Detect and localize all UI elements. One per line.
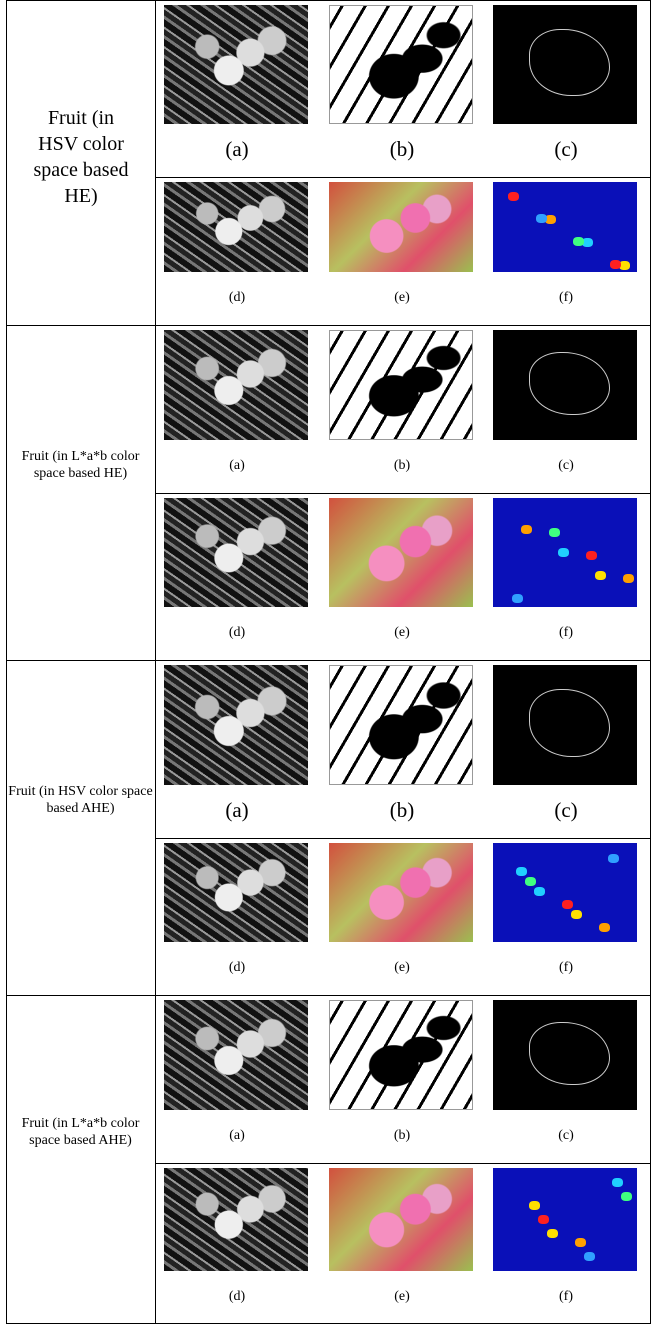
image (164, 5, 308, 124)
segment (525, 877, 536, 886)
caption: (f) (484, 625, 648, 641)
caption: (a) (155, 137, 319, 162)
caption: (d) (155, 290, 319, 306)
segment (516, 867, 527, 876)
row-border (6, 660, 651, 661)
segment (595, 571, 606, 580)
caption: (f) (484, 290, 648, 306)
caption: (a) (155, 1128, 319, 1144)
segment (608, 854, 619, 863)
caption: (c) (484, 1128, 648, 1144)
caption: (e) (320, 960, 484, 976)
image (164, 1168, 308, 1271)
caption: (c) (484, 458, 648, 474)
table-border (650, 0, 651, 1324)
image (164, 182, 308, 272)
image (329, 330, 473, 440)
segment (584, 1252, 595, 1261)
row-label: Fruit (in HSV color space based HE) (26, 105, 136, 209)
row-border (155, 1163, 651, 1164)
caption: (b) (320, 137, 484, 162)
row-border (6, 0, 651, 1)
segment (571, 910, 582, 919)
segment (536, 214, 547, 223)
caption: (f) (484, 960, 648, 976)
image (493, 330, 637, 440)
row-border (155, 493, 651, 494)
segment (562, 900, 573, 909)
image (164, 498, 308, 607)
caption: (e) (320, 290, 484, 306)
segment (610, 260, 621, 269)
image (493, 843, 637, 942)
image (493, 1000, 637, 1110)
image (329, 182, 473, 272)
image (493, 182, 637, 272)
segment (547, 1229, 558, 1238)
caption: (e) (320, 625, 484, 641)
caption: (b) (320, 798, 484, 823)
image (164, 665, 308, 785)
caption: (c) (484, 798, 648, 823)
segment (508, 192, 519, 201)
image (493, 5, 637, 124)
caption: (c) (484, 137, 648, 162)
row-label: Fruit (in L*a*b color space based HE) (8, 448, 153, 482)
caption: (d) (155, 625, 319, 641)
caption: (b) (320, 458, 484, 474)
segment (575, 1238, 586, 1247)
image (164, 1000, 308, 1110)
segment (529, 1201, 540, 1210)
image (329, 1168, 473, 1271)
image (164, 843, 308, 942)
row-border (6, 325, 651, 326)
segment (573, 237, 584, 246)
table-border (155, 0, 156, 1324)
segment (621, 1192, 632, 1201)
image (329, 498, 473, 607)
caption: (a) (155, 798, 319, 823)
caption: (f) (484, 1289, 648, 1305)
segment (558, 548, 569, 557)
caption: (e) (320, 1289, 484, 1305)
segment (538, 1215, 549, 1224)
image (164, 330, 308, 440)
caption: (a) (155, 458, 319, 474)
segment (534, 887, 545, 896)
image (493, 1168, 637, 1271)
image (329, 1000, 473, 1110)
image (329, 5, 473, 124)
image (493, 665, 637, 785)
caption: (d) (155, 960, 319, 976)
table-border (6, 0, 7, 1324)
image (493, 498, 637, 607)
segment (623, 574, 634, 583)
segment (512, 594, 523, 603)
row-label: Fruit (in L*a*b color space based AHE) (8, 1115, 153, 1149)
segment (549, 528, 560, 537)
figure-table: Fruit (in HSV color space based HE)(a)(b… (0, 0, 652, 1324)
row-border (155, 177, 651, 178)
segment (612, 1178, 623, 1187)
row-border (155, 838, 651, 839)
image (329, 665, 473, 785)
segment (586, 551, 597, 560)
caption: (d) (155, 1289, 319, 1305)
row-border (6, 995, 651, 996)
image (329, 843, 473, 942)
caption: (b) (320, 1128, 484, 1144)
segment (599, 923, 610, 932)
row-label: Fruit (in HSV color space based AHE) (8, 783, 153, 817)
segment (521, 525, 532, 534)
